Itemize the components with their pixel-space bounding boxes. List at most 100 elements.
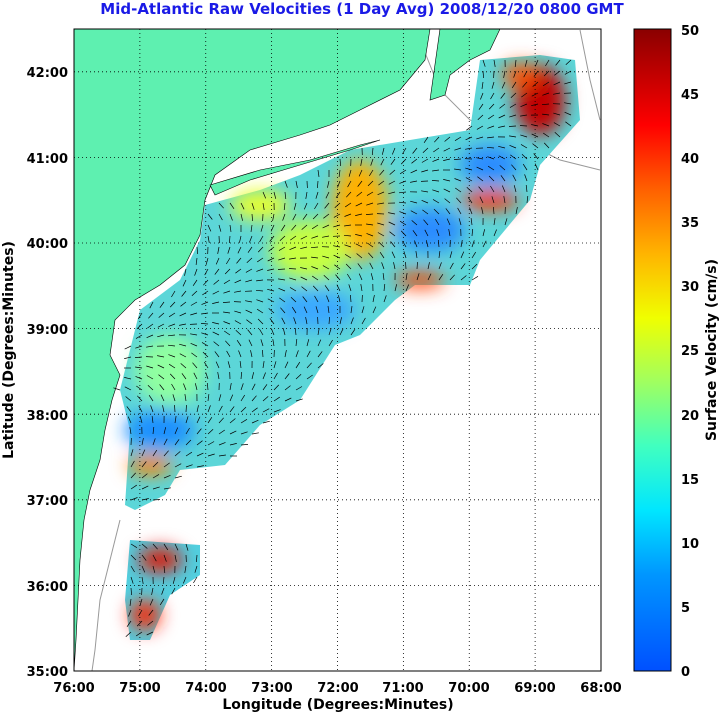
velocity-arrow	[174, 404, 176, 413]
velocity-arrow	[163, 554, 167, 562]
velocity-arrow	[267, 298, 275, 303]
velocity-arrow	[163, 438, 168, 446]
velocity-arrow	[469, 207, 473, 215]
velocity-arrow	[306, 362, 312, 369]
y-tick-label: 39:00	[27, 323, 68, 338]
velocity-arrow	[292, 213, 297, 221]
velocity-arrow	[161, 587, 165, 595]
velocity-arrow	[381, 262, 385, 270]
velocity-arrow	[300, 267, 308, 270]
velocity-arrow	[531, 133, 539, 138]
velocity-arrow	[162, 405, 165, 413]
velocity-arrow	[207, 417, 213, 424]
velocity-arrow	[337, 180, 341, 188]
velocity-arrow	[246, 319, 253, 325]
velocity-arrow	[554, 132, 561, 138]
velocity-arrow	[284, 385, 291, 391]
colorbar-tick-label: 50	[681, 24, 699, 39]
velocity-arrow	[217, 246, 220, 254]
velocity-arrow	[383, 283, 386, 292]
velocity-arrow	[185, 416, 189, 424]
velocity-arrow	[226, 350, 231, 358]
velocity-arrow	[196, 440, 203, 446]
velocity-arrow	[460, 240, 463, 248]
velocity-arrow	[289, 246, 297, 251]
velocity-arrow	[303, 202, 308, 210]
velocity-arrow	[488, 103, 495, 110]
velocity-arrow	[273, 409, 281, 413]
velocity-arrow	[262, 408, 270, 413]
velocity-arrow	[301, 224, 308, 230]
velocity-arrow	[150, 405, 154, 413]
velocity-arrow	[526, 195, 529, 204]
velocity-arrow	[327, 180, 330, 188]
velocity-arrow	[163, 543, 169, 551]
velocity-arrow	[262, 191, 267, 199]
velocity-arrow	[361, 317, 366, 325]
velocity-arrow	[443, 188, 451, 193]
velocity-arrow	[366, 202, 374, 206]
velocity-arrow	[284, 180, 288, 188]
x-tick-label: 72:00	[317, 681, 358, 696]
velocity-arrow	[192, 279, 198, 286]
velocity-arrow	[533, 70, 539, 77]
velocity-arrow	[223, 321, 231, 325]
velocity-arrow	[427, 262, 430, 270]
velocity-arrow	[411, 220, 418, 226]
velocity-arrow	[201, 301, 209, 305]
velocity-arrow	[169, 301, 176, 308]
velocity-arrow	[520, 144, 528, 149]
velocity-arrow	[482, 59, 486, 67]
velocity-arrow	[438, 262, 442, 270]
velocity-arrow	[565, 59, 572, 65]
velocity-arrow	[343, 234, 352, 237]
velocity-arrow	[247, 329, 253, 336]
colorbar-tick-label: 10	[681, 537, 699, 552]
velocity-arrow	[542, 123, 550, 127]
velocity-arrow	[288, 268, 297, 270]
velocity-arrow	[190, 342, 198, 347]
velocity-arrow	[366, 223, 374, 226]
velocity-arrow	[279, 297, 286, 303]
velocity-arrow	[344, 244, 352, 248]
velocity-arrow	[149, 301, 154, 309]
x-tick-label: 75:00	[119, 681, 160, 696]
velocity-arrow	[476, 157, 484, 160]
velocity-arrow	[256, 299, 264, 303]
velocity-arrow	[152, 565, 156, 573]
velocity-arrow	[284, 373, 290, 380]
velocity-arrow	[553, 122, 561, 127]
velocity-arrow	[174, 475, 182, 479]
velocity-arrow	[421, 199, 429, 204]
velocity-arrow	[487, 156, 495, 160]
velocity-arrow	[234, 320, 242, 325]
velocity-arrow	[141, 554, 147, 561]
velocity-arrow	[141, 576, 144, 584]
velocity-arrow	[130, 497, 138, 501]
velocity-arrow	[273, 396, 280, 402]
velocity-arrow	[369, 169, 374, 177]
velocity-arrow	[212, 301, 220, 304]
velocity-arrow	[391, 251, 396, 259]
velocity-arrow	[267, 268, 275, 271]
colorbar-tick-label: 25	[681, 344, 699, 359]
velocity-arrow	[350, 317, 354, 325]
velocity-arrow	[152, 449, 158, 457]
velocity-arrow	[169, 373, 176, 380]
velocity-arrow	[389, 231, 396, 237]
velocity-arrow	[174, 543, 179, 551]
velocity-arrow	[127, 416, 132, 424]
velocity-arrow	[168, 363, 176, 369]
velocity-arrow	[174, 439, 180, 446]
velocity-arrow	[399, 169, 407, 175]
velocity-arrow	[345, 202, 352, 208]
velocity-arrow	[229, 224, 232, 232]
velocity-arrow	[229, 430, 237, 435]
velocity-arrow	[390, 241, 396, 248]
colorbar-tick-label: 30	[681, 280, 699, 295]
velocity-arrow	[323, 275, 330, 281]
velocity-arrow	[542, 92, 550, 96]
velocity-arrow	[130, 565, 135, 573]
velocity-arrow	[229, 394, 234, 402]
velocity-arrow	[163, 450, 169, 457]
